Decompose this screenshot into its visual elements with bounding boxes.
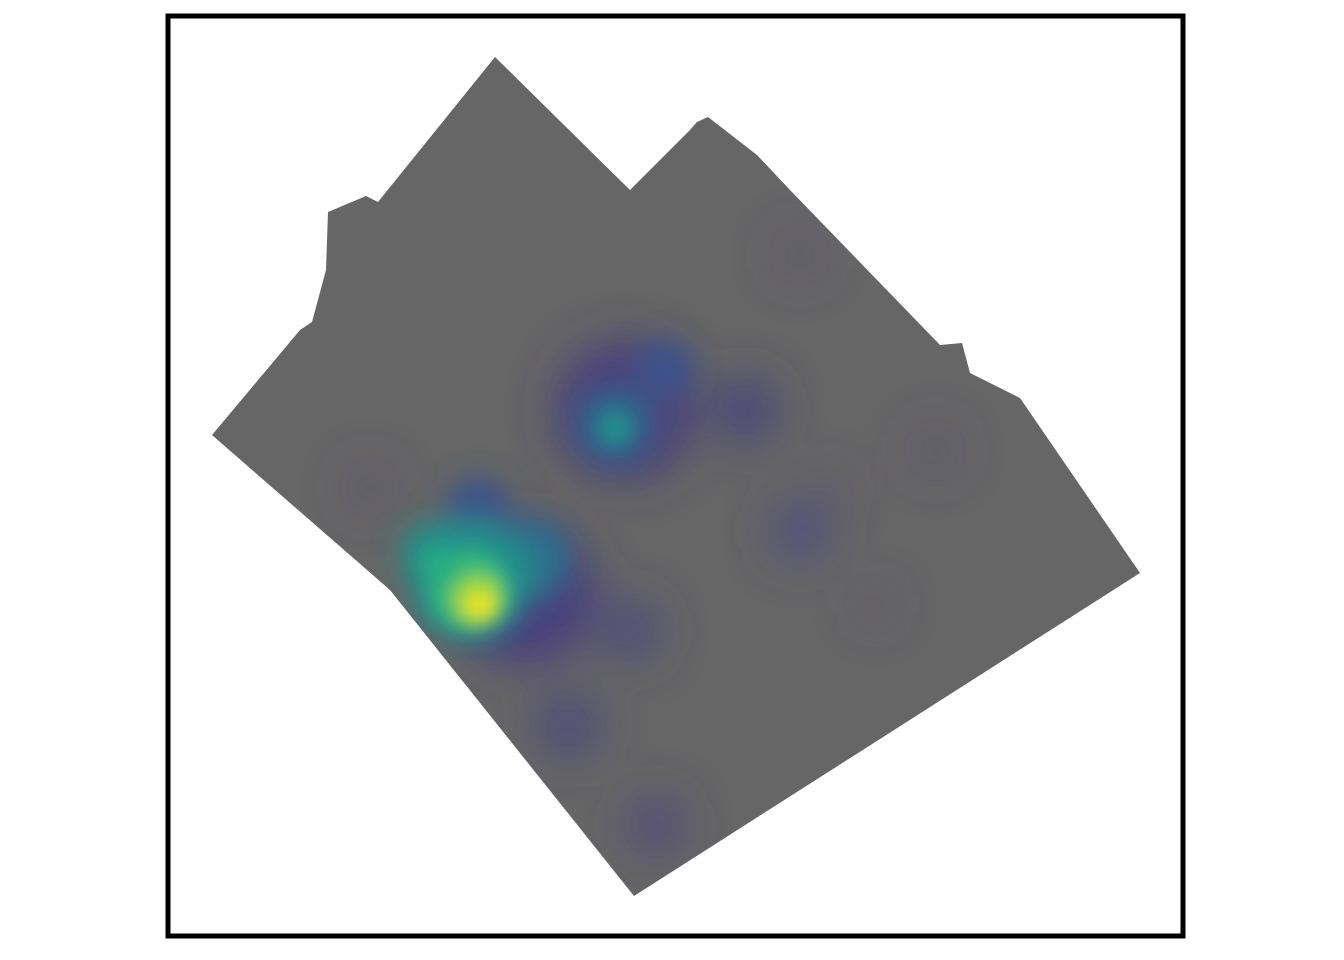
- density-core: [422, 412, 631, 630]
- density-layer: [348, 233, 957, 855]
- map-border: [165, 13, 1186, 939]
- study-region-polygon: [212, 57, 1140, 896]
